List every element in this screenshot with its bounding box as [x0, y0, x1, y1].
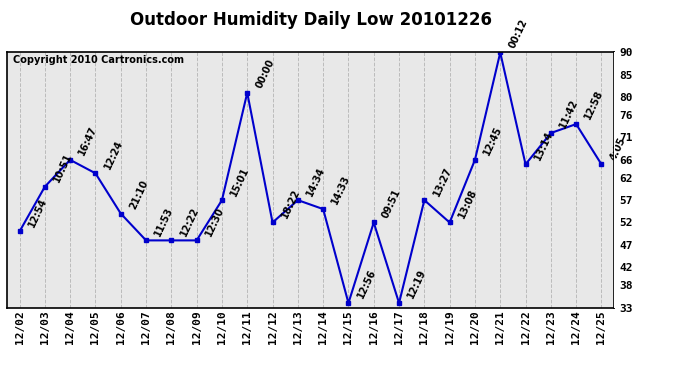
Text: 18:22: 18:22: [279, 187, 302, 220]
Text: 12:22: 12:22: [178, 205, 201, 238]
Text: 13:27: 13:27: [431, 165, 453, 197]
Text: 12:30: 12:30: [204, 205, 226, 238]
Text: 00:00: 00:00: [254, 58, 277, 90]
Text: Copyright 2010 Cartronics.com: Copyright 2010 Cartronics.com: [13, 55, 184, 65]
Text: 00:12: 00:12: [507, 17, 529, 50]
Text: 14:34: 14:34: [305, 165, 327, 197]
Text: 12:24: 12:24: [102, 138, 125, 171]
Text: 11:42: 11:42: [558, 98, 580, 130]
Text: 09:51: 09:51: [381, 188, 403, 220]
Text: 10:51: 10:51: [52, 152, 74, 184]
Text: 14:33: 14:33: [330, 174, 353, 206]
Text: Outdoor Humidity Daily Low 20101226: Outdoor Humidity Daily Low 20101226: [130, 11, 491, 29]
Text: 12:58: 12:58: [583, 89, 605, 121]
Text: 11:53: 11:53: [153, 205, 175, 238]
Text: 15:01: 15:01: [229, 165, 251, 197]
Text: 12:45: 12:45: [482, 125, 504, 157]
Text: 12:56: 12:56: [355, 268, 377, 300]
Text: 12:19: 12:19: [406, 268, 428, 300]
Text: 16:47: 16:47: [77, 125, 99, 157]
Text: 4:05: 4:05: [609, 135, 628, 162]
Text: 13:14: 13:14: [533, 129, 555, 162]
Text: 21:10: 21:10: [128, 178, 150, 211]
Text: 12:54: 12:54: [26, 196, 49, 229]
Text: 13:08: 13:08: [457, 187, 479, 220]
